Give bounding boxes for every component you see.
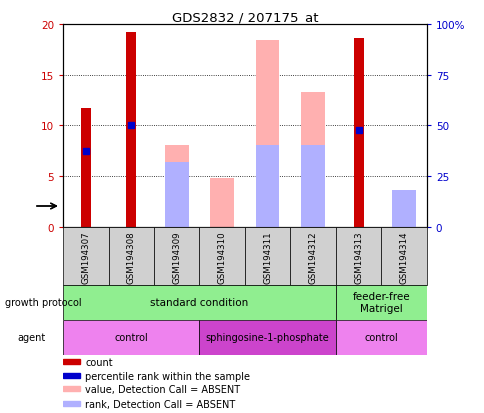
Bar (165, 162, 188, 227)
Bar (335, 285, 426, 320)
Bar (63, 285, 335, 320)
Bar (353, 39, 363, 227)
Bar (63, 227, 108, 285)
Text: growth protocol: growth protocol (5, 297, 81, 308)
Text: control: control (114, 332, 148, 343)
Bar (392, 201, 415, 227)
Bar (290, 227, 335, 285)
Bar (63, 320, 199, 355)
Text: value, Detection Call = ABSENT: value, Detection Call = ABSENT (85, 384, 240, 394)
Bar (244, 227, 290, 285)
Bar (380, 227, 426, 285)
Bar (81, 109, 91, 227)
Text: GSM194313: GSM194313 (353, 231, 363, 284)
Bar (63, 359, 80, 364)
Text: GSM194311: GSM194311 (263, 231, 272, 284)
Text: percentile rank within the sample: percentile rank within the sample (85, 371, 250, 381)
Text: GSM194308: GSM194308 (126, 231, 136, 284)
Text: GSM194312: GSM194312 (308, 231, 317, 284)
Bar (199, 320, 335, 355)
Bar (255, 41, 279, 227)
Bar (108, 227, 153, 285)
Bar (392, 191, 415, 227)
Text: feeder-free
Matrigel: feeder-free Matrigel (352, 292, 409, 313)
Bar (199, 227, 244, 285)
Text: GSM194309: GSM194309 (172, 231, 181, 284)
Text: GSM194310: GSM194310 (217, 231, 226, 284)
Text: rank, Detection Call = ABSENT: rank, Detection Call = ABSENT (85, 399, 235, 408)
Bar (301, 93, 324, 227)
Bar (153, 227, 199, 285)
Bar (335, 227, 380, 285)
Bar (255, 145, 279, 227)
Bar (210, 178, 233, 227)
Text: GSM194307: GSM194307 (81, 231, 90, 284)
Bar (126, 33, 136, 227)
Bar (63, 373, 80, 377)
Text: sphingosine-1-phosphate: sphingosine-1-phosphate (205, 332, 329, 343)
Bar (63, 386, 80, 391)
Text: count: count (85, 357, 113, 367)
Bar (165, 145, 188, 227)
Text: control: control (363, 332, 397, 343)
Bar (301, 145, 324, 227)
Bar (335, 320, 426, 355)
Text: GSM194314: GSM194314 (399, 231, 408, 284)
Text: agent: agent (17, 332, 45, 343)
Title: GDS2832 / 207175_at: GDS2832 / 207175_at (171, 11, 318, 24)
Text: standard condition: standard condition (150, 297, 248, 308)
Bar (63, 401, 80, 406)
